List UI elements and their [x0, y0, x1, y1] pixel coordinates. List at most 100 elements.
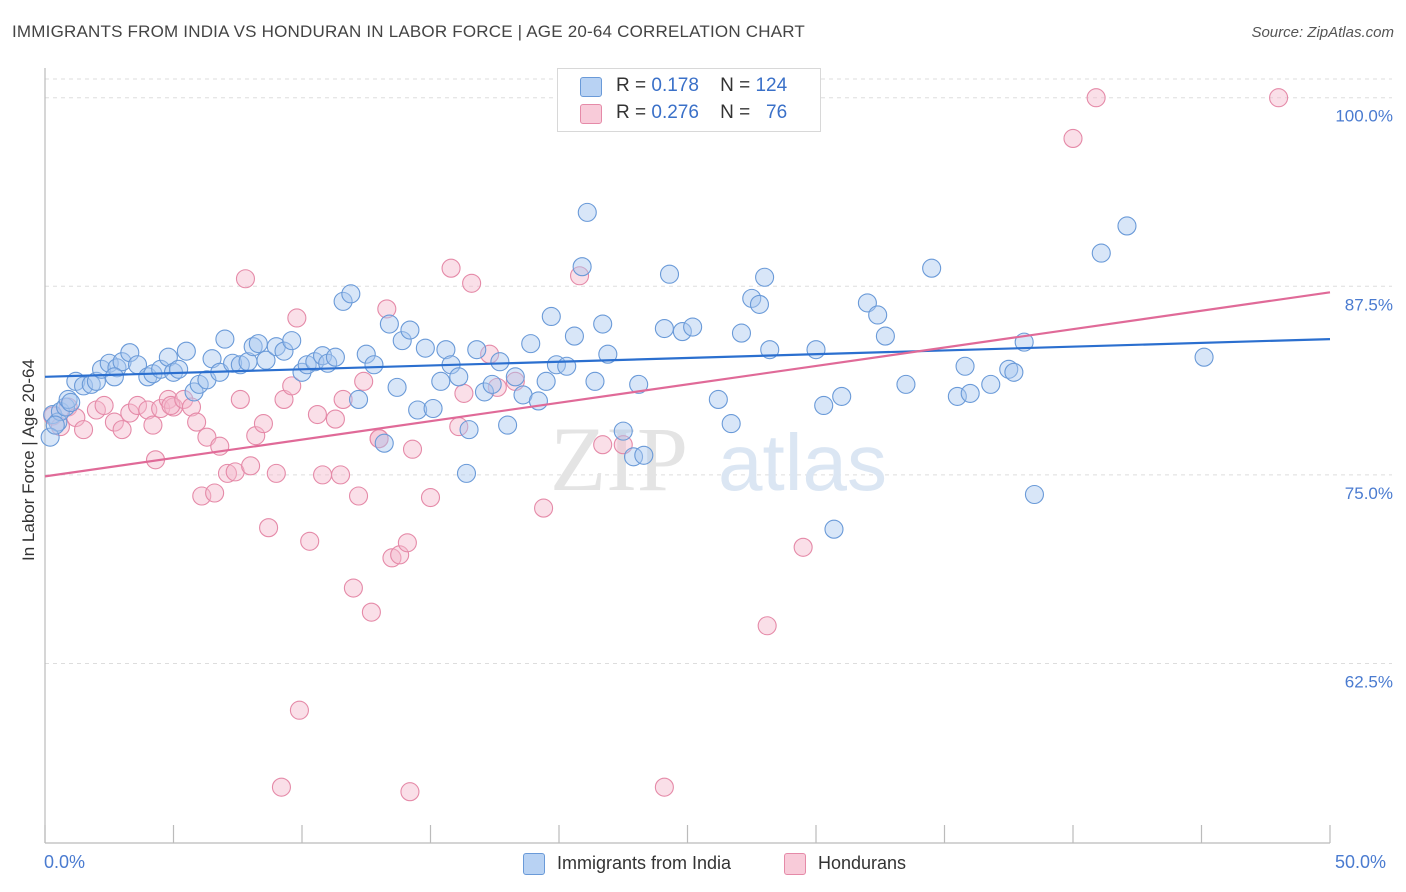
data-point [176, 341, 196, 361]
data-point [1024, 484, 1044, 505]
data-point [379, 314, 399, 334]
data-point [127, 395, 148, 416]
data-point [629, 374, 649, 394]
data-point [598, 344, 618, 364]
data-point [757, 616, 777, 636]
data-point [325, 409, 345, 429]
data-point [174, 389, 194, 410]
data-point [325, 347, 345, 367]
data-point [143, 415, 163, 435]
data-point [205, 483, 225, 503]
data-point [361, 602, 381, 622]
data-point [683, 317, 703, 337]
data-point [793, 537, 813, 557]
data-point [1117, 216, 1137, 236]
data-point [1004, 362, 1024, 382]
data-point [256, 350, 276, 370]
y-tick-label: 100.0% [1335, 107, 1393, 126]
data-point [356, 344, 376, 364]
data-point [74, 420, 94, 440]
data-point [875, 326, 895, 346]
data-point [400, 782, 420, 802]
legend-swatch-india [580, 77, 602, 97]
data-point [749, 294, 770, 314]
data-point [364, 355, 384, 375]
data-point [112, 420, 132, 440]
legend-n-label: N = [720, 102, 751, 123]
legend-r-value-india: 0.178 [651, 75, 699, 96]
data-point [382, 548, 402, 568]
data-point [832, 386, 852, 406]
data-point [313, 465, 333, 485]
data-point [534, 498, 554, 518]
data-point [74, 376, 94, 396]
data-point [498, 415, 518, 435]
data-point [230, 355, 250, 375]
data-point [593, 314, 613, 334]
data-point [408, 400, 428, 420]
legend-n-value-honduran: 76 [766, 102, 788, 123]
data-point [659, 264, 680, 284]
data-point [482, 374, 502, 394]
legend-swatch-honduran [580, 104, 602, 124]
data-point [248, 334, 268, 354]
legend-n-label: N = [720, 75, 751, 96]
data-point [572, 257, 592, 277]
data-point [654, 777, 674, 797]
data-point [462, 273, 482, 293]
data-point [1091, 243, 1111, 263]
data-point [449, 367, 469, 387]
data-point [755, 267, 775, 287]
data-point [274, 341, 294, 361]
data-point [215, 329, 235, 349]
trend-lines [44, 291, 1331, 478]
data-point [104, 412, 124, 432]
x-axis-max-label: 50.0% [1335, 852, 1387, 872]
y-tick-label: 87.5% [1345, 295, 1393, 314]
data-point [760, 340, 780, 360]
data-point [169, 359, 189, 379]
data-point [374, 433, 394, 453]
data-point [61, 392, 81, 413]
data-point [436, 340, 456, 360]
data-point [181, 397, 202, 417]
data-point [420, 487, 441, 508]
legend-label-hondurans: Hondurans [818, 853, 907, 873]
data-point [490, 352, 510, 372]
data-point [824, 519, 844, 539]
series-legend: Immigrants from India Hondurans [0, 852, 1406, 878]
series-india [40, 202, 1214, 539]
trend-line [44, 291, 1331, 478]
data-point [922, 258, 942, 278]
data-point [593, 435, 613, 455]
trend-line [44, 338, 1331, 378]
data-point [217, 463, 238, 483]
watermark: ZIP [550, 408, 688, 510]
data-point [454, 383, 474, 403]
data-point [354, 371, 374, 391]
data-point [536, 371, 556, 391]
y-tick-label: 75.0% [1345, 484, 1393, 503]
legend-r-label: R = [616, 75, 647, 96]
data-point [400, 320, 420, 340]
legend-label-india: Immigrants from India [557, 853, 732, 873]
data-point [999, 359, 1019, 379]
data-point [459, 420, 479, 440]
data-point [654, 318, 674, 339]
data-point [241, 456, 261, 476]
data-point [259, 518, 279, 538]
data-point [896, 374, 916, 394]
data-point [1063, 128, 1083, 149]
data-point [1086, 88, 1106, 108]
data-point [487, 377, 507, 397]
data-point [456, 463, 477, 483]
legend-r-value-honduran: 0.276 [651, 102, 699, 123]
data-point [721, 414, 741, 434]
data-point [557, 356, 577, 376]
data-point [282, 376, 302, 396]
data-point [708, 389, 728, 410]
data-point [300, 531, 320, 551]
y-tick-label: 62.5% [1345, 672, 1393, 691]
data-point [104, 367, 124, 387]
